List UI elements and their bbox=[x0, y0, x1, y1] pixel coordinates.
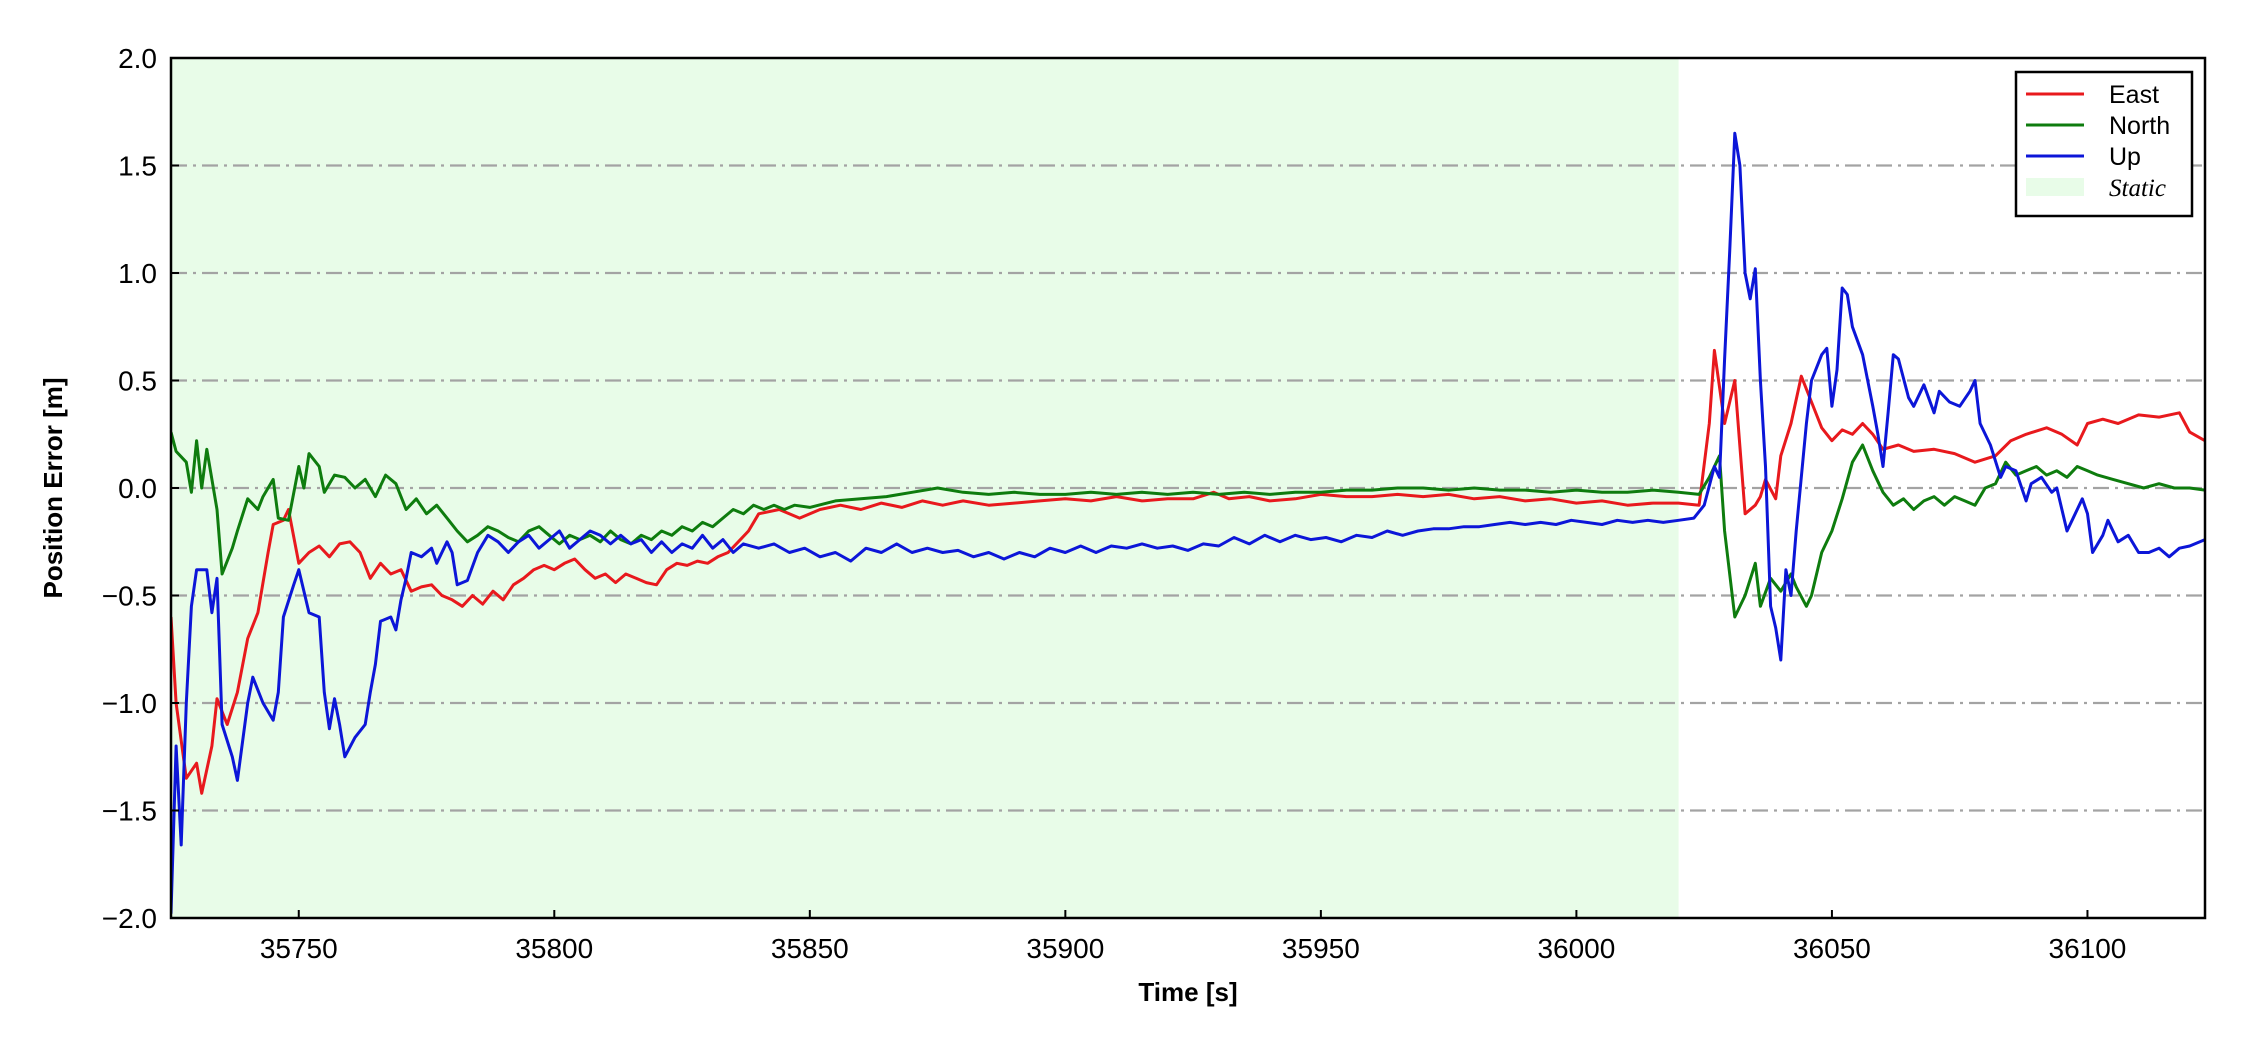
series-line-east bbox=[171, 348, 2205, 795]
legend-swatch-static bbox=[2026, 178, 2084, 196]
x-tick-label: 35750 bbox=[260, 933, 338, 964]
y-tick-label: −1.0 bbox=[102, 688, 157, 719]
x-tick-label: 36100 bbox=[2049, 933, 2127, 964]
x-tick-label: 35950 bbox=[1282, 933, 1360, 964]
y-tick-label: 0.5 bbox=[118, 366, 157, 397]
y-tick-label: −2.0 bbox=[102, 903, 157, 934]
x-tick-label: 36050 bbox=[1793, 933, 1871, 964]
series-group bbox=[171, 131, 2205, 914]
legend-label-east: East bbox=[2109, 81, 2159, 109]
series-line-up bbox=[171, 131, 2205, 914]
x-tick-label: 35850 bbox=[771, 933, 849, 964]
y-tick-label: −1.5 bbox=[102, 796, 157, 827]
x-tick-label: 36000 bbox=[1537, 933, 1615, 964]
x-tick-label: 35900 bbox=[1026, 933, 1104, 964]
series-line-north bbox=[171, 431, 2205, 619]
y-tick-label: 1.5 bbox=[118, 151, 157, 182]
legend-box bbox=[2014, 70, 2194, 218]
y-axis-label: Position Error [m] bbox=[38, 377, 68, 598]
legend: East North Up Static bbox=[2014, 70, 2194, 218]
y-axis: −2.0 −1.5 −1.0 −0.5 0.0 0.5 1.0 1.5 2.0 bbox=[102, 43, 179, 934]
y-tick-label: 0.0 bbox=[118, 473, 157, 504]
legend-label-north: North bbox=[2109, 112, 2170, 140]
grid-lines bbox=[171, 164, 2205, 812]
y-tick-label: 2.0 bbox=[118, 43, 157, 74]
y-tick-label: 1.0 bbox=[118, 258, 157, 289]
legend-label-up: Up bbox=[2109, 143, 2141, 171]
y-tick-label: −0.5 bbox=[102, 581, 157, 612]
x-tick-label: 35800 bbox=[515, 933, 593, 964]
plot-area bbox=[171, 131, 2205, 914]
x-axis: 35750 35800 35850 35900 35950 36000 36050 36100 bbox=[260, 910, 2127, 964]
x-axis-label: Time [s] bbox=[1138, 977, 1237, 1007]
legend-label-static: Static bbox=[2109, 175, 2166, 202]
